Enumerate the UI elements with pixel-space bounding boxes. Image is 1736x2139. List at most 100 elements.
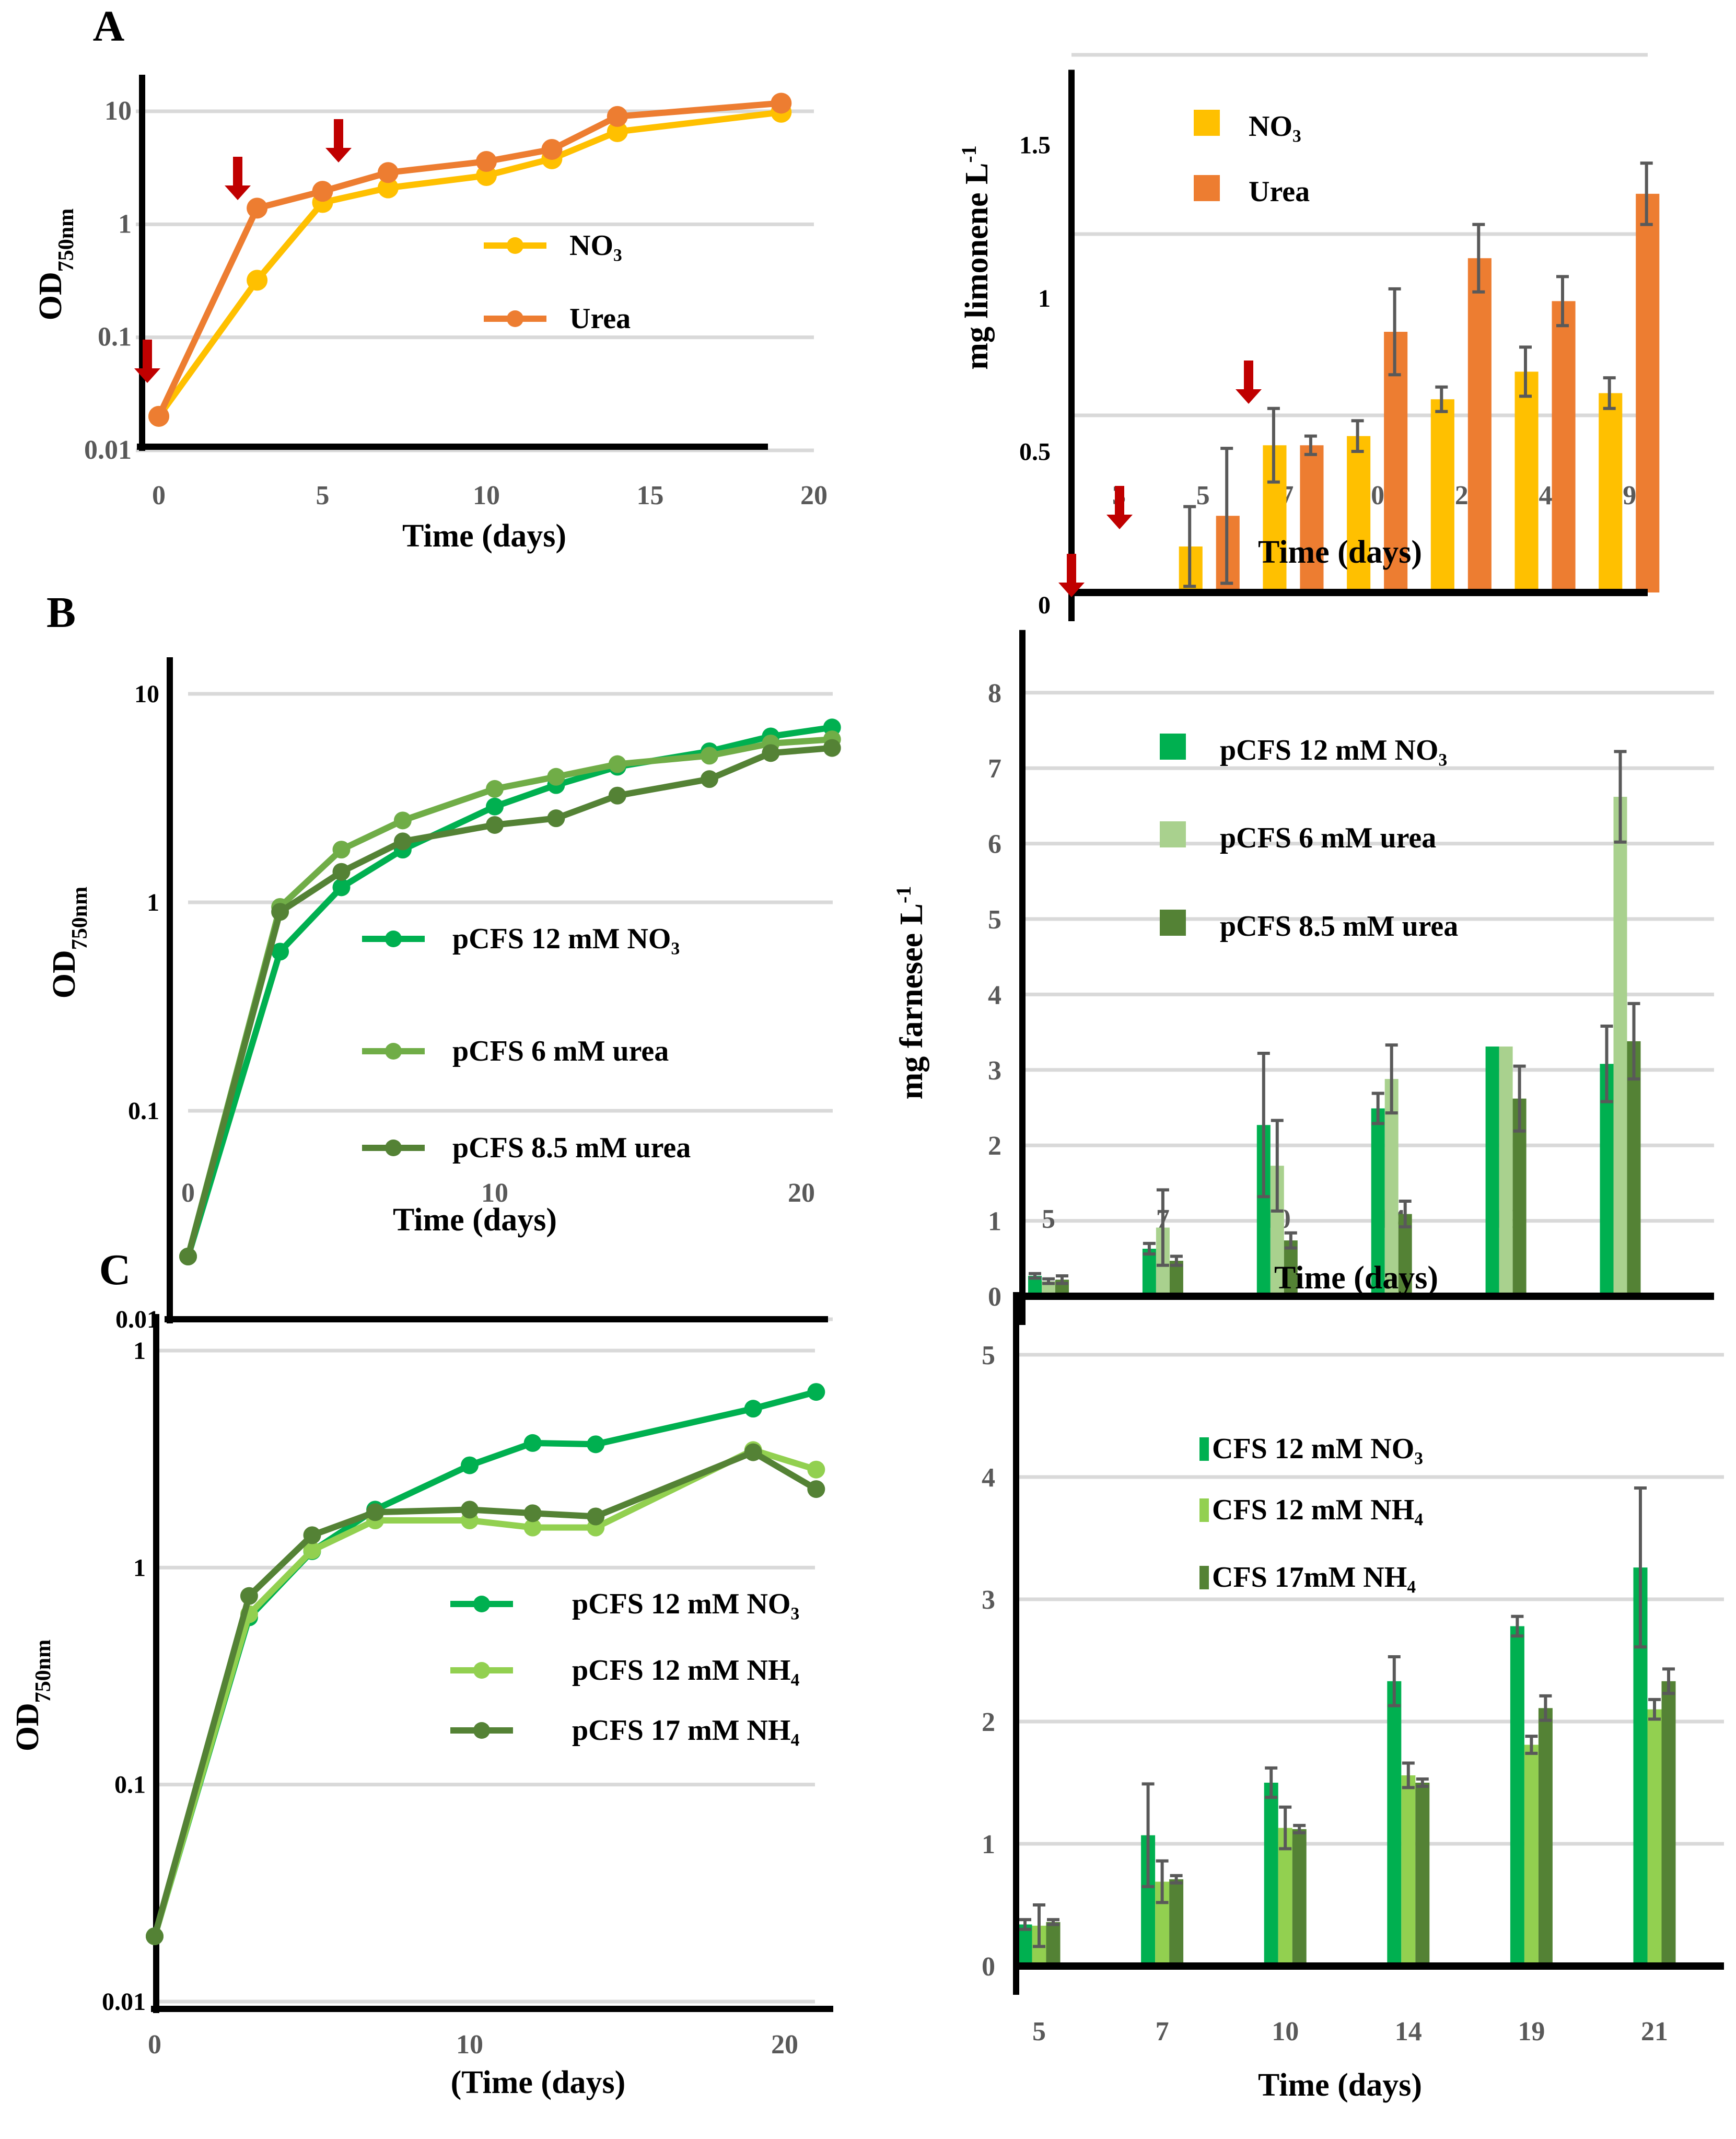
error-bar [1634,1486,1647,1649]
x-axis-title: Time (days) [393,1202,557,1238]
data-point [744,1443,762,1461]
down-arrow-icon [1106,486,1133,529]
data-point [179,1247,197,1265]
error-bar [1388,287,1401,377]
data-point [607,121,628,143]
data-point [247,197,268,219]
data-point [476,150,497,172]
bar [1627,1041,1641,1296]
y-tick-label: 10 [134,680,159,708]
x-axis-title: (Time (days) [451,2065,626,2100]
data-point [247,270,268,291]
chart-panel-6: 0 1 2 3 4 5 5 7 10 14 19 21 CFS 12 mM NO₃ CFS 12 mM N… [982,1292,1724,2103]
y-axis-title-main: OD [46,950,82,998]
legend-label: pCFS 6 mM urea [1220,822,1436,854]
error-bar [1170,1254,1183,1267]
data-point [541,138,563,160]
bar [1142,1249,1156,1296]
data-point [486,816,504,834]
chart-panel-1: A 0.01 0.1 1 10 0 5 10 15 20 NO₃ Urea Time (days) OD7… [33,2,828,554]
legend-marker [385,931,402,947]
data-point [547,768,565,786]
x-tick-label: 15 [637,481,664,510]
x-tick-label: 14 [1395,2017,1422,2047]
x-axis-title: Time (days) [1258,2067,1422,2103]
legend-swatch [1194,175,1220,201]
bar [1300,445,1324,592]
y-tick-label: 5 [988,905,1001,935]
panel-label: C [99,1246,131,1294]
y-tick-label: 0.1 [128,1097,159,1125]
legend-label: Urea [1249,176,1310,208]
x-axis-title: Time (days) [402,518,566,554]
y-tick-label: 1 [133,1337,146,1365]
error-bar [1279,1805,1292,1851]
error-bar [1399,1200,1412,1229]
data-point [240,1587,258,1605]
y-tick-label: 10 [104,96,132,126]
data-point [700,747,718,765]
error-bar [1402,1761,1415,1789]
data-point [523,1518,542,1537]
x-tick-label: 10 [481,1178,508,1208]
bar [1467,258,1492,592]
x-tick-label: 5 [1042,1204,1055,1234]
x-tick-label: 7 [1156,2017,1169,2047]
series-line [185,724,833,1258]
error-bar [1293,1823,1306,1834]
data-point [148,405,169,427]
bar [1347,436,1371,592]
legend-swatch [1199,1566,1209,1589]
bar [1499,1047,1513,1296]
error-bar [1603,376,1616,410]
error-bar [1143,1241,1156,1256]
data-point [486,797,504,816]
x-axis-title: Time (days) [1258,534,1422,570]
bar [1599,393,1623,592]
data-point [523,1434,542,1452]
error-bar [1220,447,1233,585]
y-tick-label: 7 [988,754,1001,784]
error-bar [1271,1119,1284,1213]
x-tick-label: 20 [771,2030,798,2060]
bar [1018,1924,1032,1966]
error-bar [1265,1766,1278,1799]
legend-marker [507,310,523,327]
legend-marker [473,1596,490,1612]
x-tick-label: 0 [148,2030,161,2060]
y-tick-label: 0 [988,1282,1001,1312]
data-point [461,1501,479,1519]
data-point [587,1507,605,1526]
y-tick-label: 1 [147,889,159,916]
error-bar [1029,1272,1041,1280]
legend-swatch [1194,110,1220,136]
y-axis-title-main: OD [10,1703,45,1751]
data-point [303,1526,321,1544]
x-tick-label: 10 [456,2030,483,2060]
bar [1524,1745,1539,1966]
down-arrow-icon [1058,554,1085,597]
bar [1613,797,1627,1296]
x-tick-label: 10 [1272,2017,1299,2047]
data-point [271,903,289,921]
y-tick-label: 0.1 [114,1771,146,1799]
bar [1278,1828,1292,1966]
chart-panel-2: 00.511.535710121419NO₃UreaTime (days)mg … [957,53,1660,621]
y-axis-title-main: OD [33,272,68,320]
error-bar [1416,1777,1429,1788]
error-bar [1385,1043,1398,1115]
bar [1485,1047,1499,1296]
data-point [271,943,289,961]
y-tick-label: 1 [133,1554,146,1582]
error-bar [1614,750,1627,844]
legend-label: pCFS 12 mM NH₄ [572,1654,799,1687]
bar [1430,399,1454,592]
series-line [156,109,782,419]
error-bar [1519,345,1532,398]
error-bar [1539,1694,1552,1722]
y-axis-title: mg farnesee L-1 [892,886,930,1100]
error-bar [1183,505,1196,588]
y-axis-title-main: mg farnesee L [894,903,929,1099]
legend-label: pCFS 12 mM NO₃ [452,923,680,955]
bar [1046,1922,1061,1966]
